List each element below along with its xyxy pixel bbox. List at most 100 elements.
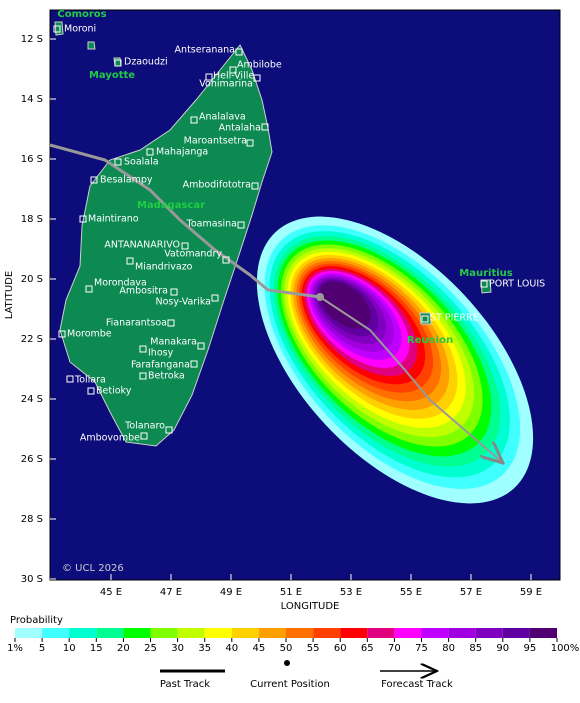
city-label: Betioky xyxy=(96,386,132,397)
lon-tick-label: 53 E xyxy=(340,587,362,598)
region-label: Mayotte xyxy=(89,70,135,81)
city-label: Nosy-Varika xyxy=(156,297,211,308)
colorbar-swatch xyxy=(42,628,70,638)
colorbar-swatch xyxy=(15,628,43,638)
city-marker xyxy=(85,285,93,293)
forecast-track xyxy=(319,296,503,463)
city-marker xyxy=(197,342,205,350)
colorbar-swatch xyxy=(475,628,503,638)
city-label: Manakara xyxy=(150,337,197,348)
colorbar-swatch xyxy=(313,628,341,638)
colorbar-label: 30 xyxy=(171,643,184,654)
lat-tick-label: 18 S xyxy=(21,214,43,225)
colorbar-label: 1% xyxy=(7,643,23,654)
region-label: Reunion xyxy=(407,335,453,346)
y-axis-label: LATITUDE xyxy=(4,271,15,319)
colorbar-swatch xyxy=(421,628,449,638)
colorbar-swatch xyxy=(502,628,530,638)
city-label: Morombe xyxy=(67,329,112,340)
colorbar-label: 55 xyxy=(307,643,320,654)
lon-tick-label: 57 E xyxy=(460,587,482,598)
city-marker xyxy=(181,242,189,250)
city-label: Toliara xyxy=(74,375,106,386)
colorbar-label: 45 xyxy=(253,643,266,654)
city-label: Antalaha xyxy=(219,123,261,134)
city-marker xyxy=(167,319,175,327)
city-marker xyxy=(229,66,237,74)
lat-tick-label: 14 S xyxy=(21,94,43,105)
lon-tick-label: 59 E xyxy=(520,587,542,598)
colorbar-swatch xyxy=(529,628,557,638)
region-label: Comoros xyxy=(57,9,106,20)
legend-title: Probability xyxy=(10,615,63,626)
city-label: Vohimarina xyxy=(199,79,253,90)
city-marker xyxy=(253,74,261,82)
city-marker xyxy=(114,158,122,166)
city-marker xyxy=(190,360,198,368)
city-marker xyxy=(146,148,154,156)
city-label: Ihosy xyxy=(148,348,174,359)
city-label: Ambositra xyxy=(119,286,168,297)
city-marker xyxy=(190,116,198,124)
city-marker xyxy=(139,372,147,380)
legend-label: Current Position xyxy=(250,679,330,690)
colorbar-label: 50 xyxy=(280,643,293,654)
city-label: Vatomandry xyxy=(164,249,222,260)
city-label: Ambovombe xyxy=(80,433,140,444)
city-marker xyxy=(66,375,74,383)
lon-tick-label: 51 E xyxy=(280,587,302,598)
probability-band xyxy=(319,281,371,329)
city-label: Betroka xyxy=(148,371,185,382)
city-label: Mahajanga xyxy=(156,147,208,158)
current-position xyxy=(316,293,324,301)
city-label: Farafangana xyxy=(131,360,190,371)
city-label: Dzaoudzi xyxy=(124,57,168,68)
region-label: Mauritius xyxy=(459,268,513,279)
city-label: Fianarantsoa xyxy=(106,318,167,329)
colorbar-swatch xyxy=(367,628,395,638)
city-label: Moroni xyxy=(64,24,96,35)
colorbar-swatch xyxy=(231,628,259,638)
city-marker xyxy=(140,432,148,440)
colorbar-label: 5 xyxy=(39,643,45,654)
city-label: ANTANANARIVO xyxy=(104,240,180,251)
colorbar-swatch xyxy=(123,628,151,638)
current-position-key xyxy=(284,660,290,666)
city-label: Ambodifototra xyxy=(183,180,251,191)
colorbar-swatch xyxy=(340,628,368,638)
lat-tick-label: 24 S xyxy=(21,394,43,405)
city-label: Besalampy xyxy=(100,175,153,186)
city-label: Miandrivazo xyxy=(135,262,193,273)
city-marker xyxy=(251,182,259,190)
colorbar-label: 80 xyxy=(442,643,455,654)
lat-tick-label: 12 S xyxy=(21,34,43,45)
city-marker xyxy=(139,345,147,353)
city-marker xyxy=(211,294,219,302)
city-label: Morondava xyxy=(94,278,147,289)
legend-label: Past Track xyxy=(160,679,210,690)
city-marker xyxy=(165,426,173,434)
colorbar-label: 85 xyxy=(469,643,482,654)
colorbar-label: 25 xyxy=(144,643,157,654)
city-label: Tolanaro xyxy=(124,421,165,432)
city-label: Soalala xyxy=(124,157,159,168)
city-marker xyxy=(222,256,230,264)
city-marker xyxy=(170,288,178,296)
colorbar-swatch xyxy=(258,628,286,638)
lon-tick-label: 45 E xyxy=(100,587,122,598)
lat-tick-label: 20 S xyxy=(21,274,43,285)
colorbar-label: 90 xyxy=(496,643,509,654)
city-label: Maroantsetra xyxy=(184,136,247,147)
colorbar-swatch xyxy=(150,628,178,638)
city-marker xyxy=(90,176,98,184)
colorbar-swatch xyxy=(177,628,205,638)
colorbar-swatch xyxy=(394,628,422,638)
city-marker xyxy=(114,59,122,67)
colorbar-label: 20 xyxy=(117,643,130,654)
city-marker xyxy=(235,48,243,56)
colorbar-label: 10 xyxy=(63,643,76,654)
colorbar-label: 60 xyxy=(334,643,347,654)
city-marker xyxy=(79,215,87,223)
lat-tick-label: 28 S xyxy=(21,514,43,525)
colorbar-swatch xyxy=(204,628,232,638)
